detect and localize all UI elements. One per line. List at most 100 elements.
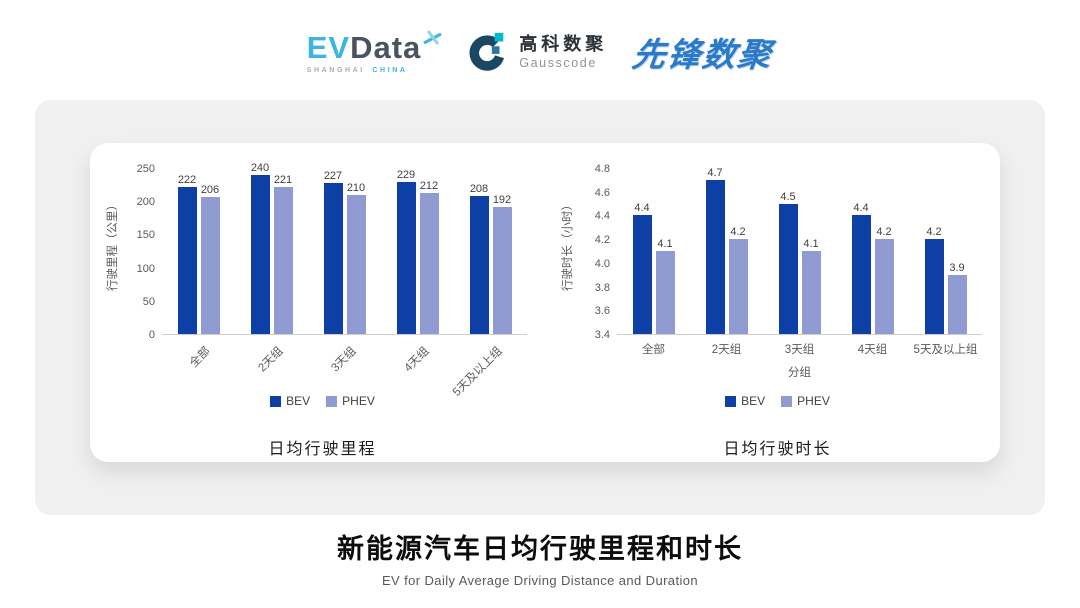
x-axis-title: 分组 xyxy=(788,367,811,379)
y-tick-label: 150 xyxy=(136,229,155,241)
bar-group: 4.7 4.2 xyxy=(705,167,748,334)
bar-value-label: 4.5 xyxy=(780,191,796,203)
legend-swatch-icon xyxy=(781,395,793,407)
bar-value-label: 208 xyxy=(469,183,489,195)
evdata-sparkle-icon xyxy=(423,30,442,45)
bar-value-label: 4.4 xyxy=(634,202,650,214)
bar-bev xyxy=(323,183,343,334)
bar-value-label: 229 xyxy=(396,169,416,181)
bar-bev xyxy=(250,175,270,334)
x-tick-labels: 全部 2天组 3天组 4天组 5天及以上组 xyxy=(617,335,982,357)
bar-bev xyxy=(396,182,416,334)
legend-label: PHEV xyxy=(797,394,830,408)
bar-with-label: 4.7 xyxy=(705,167,725,334)
bar-group: 4.4 4.1 xyxy=(632,202,675,334)
legend: BEV PHEV xyxy=(555,393,1000,409)
bar-value-label: 4.4 xyxy=(853,202,869,214)
bar-group: 222 206 xyxy=(177,174,220,334)
bar-with-label: 3.9 xyxy=(947,262,967,334)
bar-phev xyxy=(728,239,748,334)
evdata-logo-tagline: SHANGHAI CHINA xyxy=(307,67,408,74)
evdata-logo-text-data: Data xyxy=(350,30,422,65)
xianfeng-logo: 先锋数聚 xyxy=(630,36,776,73)
bar-phev xyxy=(874,239,894,334)
bar-bev xyxy=(177,187,197,334)
bar-with-label: 222 xyxy=(177,174,197,334)
bar-with-label: 208 xyxy=(469,183,489,334)
bar-value-label: 240 xyxy=(250,162,270,174)
legend-item-bev: BEV xyxy=(270,394,310,408)
bar-value-label: 212 xyxy=(419,180,439,192)
bar-bev xyxy=(851,215,871,334)
bar-with-label: 210 xyxy=(346,182,366,334)
bar-group: 4.4 4.2 xyxy=(851,202,894,334)
bar-phev xyxy=(492,207,512,334)
bar-with-label: 4.4 xyxy=(851,202,871,334)
plot-wrap: 4.4 4.1 4.7 4.2 4.5 4.1 4.4 4.2 4.2 3.9 全部 2天组 3天组 4… xyxy=(617,155,1000,393)
legend-item-phev: PHEV xyxy=(781,394,830,408)
bar-phev xyxy=(947,275,967,334)
x-tick-label: 全部 xyxy=(187,345,213,370)
x-tick-label: 5天及以上组 xyxy=(913,344,978,356)
bar-value-label: 3.9 xyxy=(949,262,965,274)
legend-swatch-icon xyxy=(725,395,737,407)
y-tick-label: 4.0 xyxy=(594,258,610,270)
evdata-logo: EV Data SHANGHAI CHINA xyxy=(307,30,443,74)
plot-area: 4.4 4.1 4.7 4.2 4.5 4.1 4.4 4.2 4.2 3.9 xyxy=(617,167,982,335)
bar-value-label: 4.2 xyxy=(730,226,746,238)
bar-bev xyxy=(778,204,798,334)
bar-with-label: 4.1 xyxy=(655,238,675,334)
bar-value-label: 4.7 xyxy=(707,167,723,179)
bar-group: 4.5 4.1 xyxy=(778,191,821,334)
bar-group: 227 210 xyxy=(323,170,366,334)
y-tick-label: 100 xyxy=(136,263,155,275)
page-title: 新能源汽车日均行驶里程和时长 xyxy=(337,534,743,564)
bar-with-label: 221 xyxy=(273,174,293,334)
bar-with-label: 4.5 xyxy=(778,191,798,334)
distance-chart: 行驶里程（公里） 0 50 100 150 200 250 222 206 240 221 227… xyxy=(90,143,545,462)
bar-value-label: 4.1 xyxy=(803,238,819,250)
header-logos: EV Data SHANGHAI CHINA 高科数聚 Gausscode 先锋… xyxy=(0,20,1080,84)
bar-with-label: 4.2 xyxy=(874,226,894,334)
bar-bev xyxy=(632,215,652,334)
y-tick-label: 4.4 xyxy=(594,210,610,222)
legend-label: PHEV xyxy=(342,394,375,408)
bar-value-label: 4.2 xyxy=(876,226,892,238)
bar-value-label: 210 xyxy=(346,182,366,194)
legend-swatch-icon xyxy=(270,395,282,407)
plot-area: 222 206 240 221 227 210 229 212 208 192 xyxy=(162,162,527,335)
bar-phev xyxy=(655,251,675,334)
x-tick-label: 4天组 xyxy=(857,344,888,356)
bar-value-label: 4.2 xyxy=(926,226,942,238)
x-tick-label: 全部 xyxy=(642,344,665,356)
bar-phev xyxy=(801,251,821,334)
duration-chart-plot-row: 行驶时长（小时） 3.4 3.6 3.8 4.0 4.2 4.4 4.6 4.8 4.4 4.1… xyxy=(555,155,1000,393)
bar-group: 4.2 3.9 xyxy=(924,226,967,334)
gausscode-logo-text: 高科数聚 Gausscode xyxy=(519,34,607,71)
bar-bev xyxy=(705,180,725,334)
x-tick-label: 3天组 xyxy=(784,344,815,356)
bar-with-label: 212 xyxy=(419,180,439,334)
y-tick-label: 0 xyxy=(148,329,155,341)
bar-group: 208 192 xyxy=(469,183,512,334)
duration-chart: 行驶时长（小时） 3.4 3.6 3.8 4.0 4.2 4.4 4.6 4.8 4.4 4.1… xyxy=(545,143,1000,462)
legend: BEV PHEV xyxy=(100,393,545,409)
distance-chart-plot-row: 行驶里程（公里） 0 50 100 150 200 250 222 206 240 221 227… xyxy=(100,155,545,399)
chart-panel-background: 行驶里程（公里） 0 50 100 150 200 250 222 206 240 221 227… xyxy=(35,100,1045,515)
bar-value-label: 221 xyxy=(273,174,293,186)
x-axis: 全部 2天组 3天组 4天组 5天及以上组 分组 xyxy=(617,335,982,393)
legend-label: BEV xyxy=(286,394,311,408)
y-axis: 3.4 3.6 3.8 4.0 4.2 4.4 4.6 4.8 xyxy=(579,155,617,341)
bar-phev xyxy=(419,193,439,334)
bar-phev xyxy=(200,197,220,334)
bar-with-label: 4.1 xyxy=(801,238,821,334)
chart-subtitle: 日均行驶里程 xyxy=(268,441,377,458)
y-axis-title-wrap: 行驶里程（公里） xyxy=(100,155,124,335)
bar-value-label: 206 xyxy=(200,184,220,196)
gausscode-name-cn: 高科数聚 xyxy=(519,33,608,54)
evdata-logo-text-ev: EV xyxy=(306,30,351,65)
bar-bev xyxy=(924,239,944,334)
bar-phev xyxy=(273,187,293,334)
y-tick-label: 3.6 xyxy=(594,305,610,317)
gausscode-logo: 高科数聚 Gausscode xyxy=(468,31,607,73)
